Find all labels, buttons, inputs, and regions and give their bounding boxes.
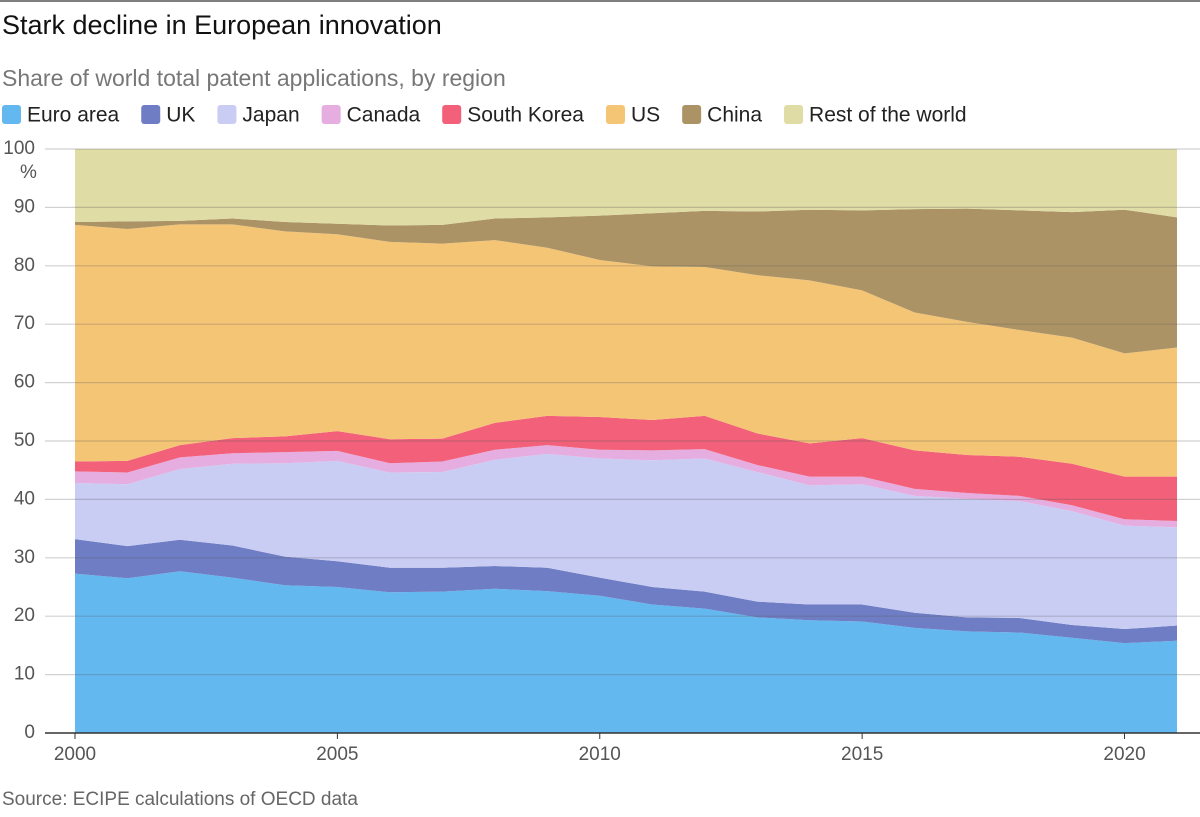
chart-title: Stark decline in European innovation xyxy=(2,10,442,40)
legend-item: Japan xyxy=(217,104,300,127)
legend-label: China xyxy=(707,104,762,127)
area xyxy=(75,224,1177,477)
legend-item: Euro area xyxy=(2,104,120,127)
y-tick-label: 80 xyxy=(14,255,35,276)
y-tick-label: 40 xyxy=(14,488,35,509)
y-tick-label: 0 xyxy=(24,722,35,743)
x-tick-label: 2015 xyxy=(841,744,883,765)
x-tick-label: 2010 xyxy=(579,744,621,765)
y-tick-label: 10 xyxy=(14,664,35,685)
area xyxy=(75,208,1177,354)
y-tick-label: 100 xyxy=(3,138,35,159)
y-tick-label: 20 xyxy=(14,605,35,626)
legend-label: US xyxy=(631,104,660,127)
legend-swatch xyxy=(321,105,341,124)
legend-item: South Korea xyxy=(442,104,584,127)
x-tick-label: 2020 xyxy=(1103,744,1145,765)
legend-item: Rest of the world xyxy=(784,104,967,127)
y-tick-label: 60 xyxy=(14,372,35,393)
legend-label: UK xyxy=(166,104,195,127)
x-tick-label: 2005 xyxy=(316,744,358,765)
legend-item: US xyxy=(605,104,660,127)
legend-swatch xyxy=(2,105,21,124)
y-tick-label: 70 xyxy=(14,313,35,334)
y-tick-label: 50 xyxy=(14,430,35,451)
legend-item: UK xyxy=(141,104,195,127)
legend-label: Rest of the world xyxy=(809,104,967,127)
legend-swatch xyxy=(141,105,161,124)
legend-label: South Korea xyxy=(467,104,584,127)
area xyxy=(75,539,1177,644)
source-note: Source: ECIPE calculations of OECD data xyxy=(2,789,358,810)
legend-swatch xyxy=(217,105,237,124)
legend-label: Canada xyxy=(347,104,421,127)
legend-swatch xyxy=(682,105,702,124)
legend-swatch xyxy=(605,105,625,124)
area xyxy=(75,571,1177,733)
area xyxy=(75,415,1177,522)
y-tick-label: 90 xyxy=(14,196,35,217)
legend-swatch xyxy=(784,105,804,124)
y-tick-label: 30 xyxy=(14,547,35,568)
y-unit: % xyxy=(20,162,37,183)
area xyxy=(75,149,1177,226)
x-tick-label: 2000 xyxy=(54,744,96,765)
legend-item: China xyxy=(682,104,762,127)
legend-swatch xyxy=(442,105,462,124)
legend-label: Japan xyxy=(242,104,299,127)
chart-subtitle: Share of world total patent applications… xyxy=(2,65,506,91)
area xyxy=(75,453,1177,630)
legend-item: Canada xyxy=(321,104,421,127)
legend-label: Euro area xyxy=(27,104,120,127)
areas xyxy=(75,149,1177,733)
